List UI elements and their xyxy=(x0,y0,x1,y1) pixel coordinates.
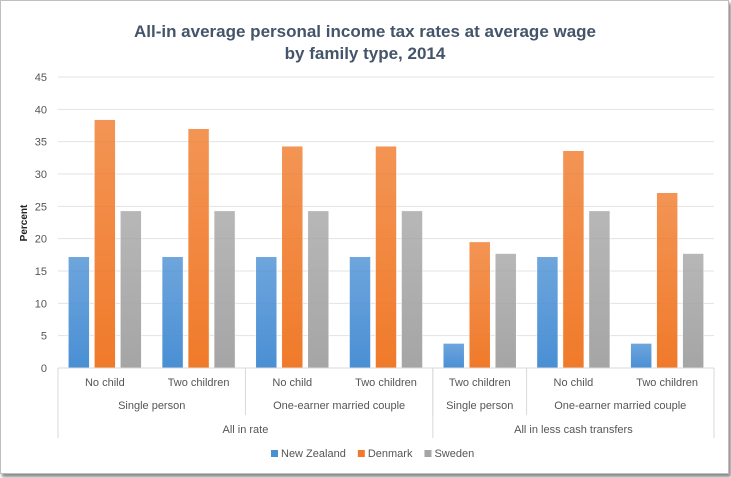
bar-new-zealand xyxy=(536,256,559,369)
bar-denmark xyxy=(562,150,585,369)
x-tick-label: Two children xyxy=(636,377,698,389)
bar-new-zealand xyxy=(630,343,652,369)
legend-label: Denmark xyxy=(368,448,413,460)
legend-swatch xyxy=(271,450,278,457)
legend-label: Sweden xyxy=(434,448,474,460)
y-tick-label: 25 xyxy=(35,201,47,213)
y-tick-label: 0 xyxy=(41,363,47,375)
bar-sweden xyxy=(494,253,517,369)
bar-new-zealand xyxy=(161,256,184,369)
bar-new-zealand xyxy=(255,256,278,369)
bar-denmark xyxy=(375,145,397,369)
bar-denmark xyxy=(656,192,678,369)
bar-sweden xyxy=(401,210,423,369)
x-supergroup-label: All in rate xyxy=(222,424,268,436)
x-group-label: One-earner married couple xyxy=(273,400,405,412)
chart-subtitle: by family type, 2014 xyxy=(285,44,446,63)
bar-new-zealand xyxy=(349,256,371,369)
bar-new-zealand xyxy=(442,343,465,369)
y-tick-label: 45 xyxy=(35,72,47,84)
legend-label: New Zealand xyxy=(281,448,346,460)
chart-title: All-in average personal income tax rates… xyxy=(134,22,596,41)
bar-sweden xyxy=(213,210,236,369)
bar-sweden xyxy=(120,210,142,369)
y-tick-label: 35 xyxy=(35,137,47,149)
x-tick-label: Two children xyxy=(355,377,417,389)
bar-sweden xyxy=(682,253,704,369)
bar-denmark xyxy=(281,145,304,369)
y-axis-label: Percent xyxy=(19,204,30,241)
y-tick-label: 30 xyxy=(35,169,47,181)
y-tick-label: 5 xyxy=(41,331,47,343)
bar-denmark xyxy=(187,128,210,369)
legend-swatch xyxy=(424,450,432,457)
x-supergroup-label: All in less cash transfers xyxy=(514,424,633,436)
x-group-label: Single person xyxy=(446,400,513,412)
x-group-label: Single person xyxy=(118,400,185,412)
bar-denmark xyxy=(468,241,491,369)
x-tick-label: No child xyxy=(272,377,312,389)
bar-sweden xyxy=(588,210,611,369)
bar-sweden xyxy=(307,210,330,369)
y-tick-label: 40 xyxy=(35,104,47,116)
x-tick-label: No child xyxy=(554,377,594,389)
bar-denmark xyxy=(94,119,116,369)
bar-new-zealand xyxy=(68,256,90,369)
x-tick-label: Two children xyxy=(168,377,230,389)
legend-swatch xyxy=(357,450,365,457)
y-tick-label: 20 xyxy=(35,234,47,246)
x-group-label: One-earner married couple xyxy=(554,400,686,412)
y-tick-label: 15 xyxy=(35,266,47,278)
x-tick-label: Two children xyxy=(449,377,511,389)
x-tick-label: No child xyxy=(85,377,125,389)
y-tick-label: 10 xyxy=(35,298,47,310)
